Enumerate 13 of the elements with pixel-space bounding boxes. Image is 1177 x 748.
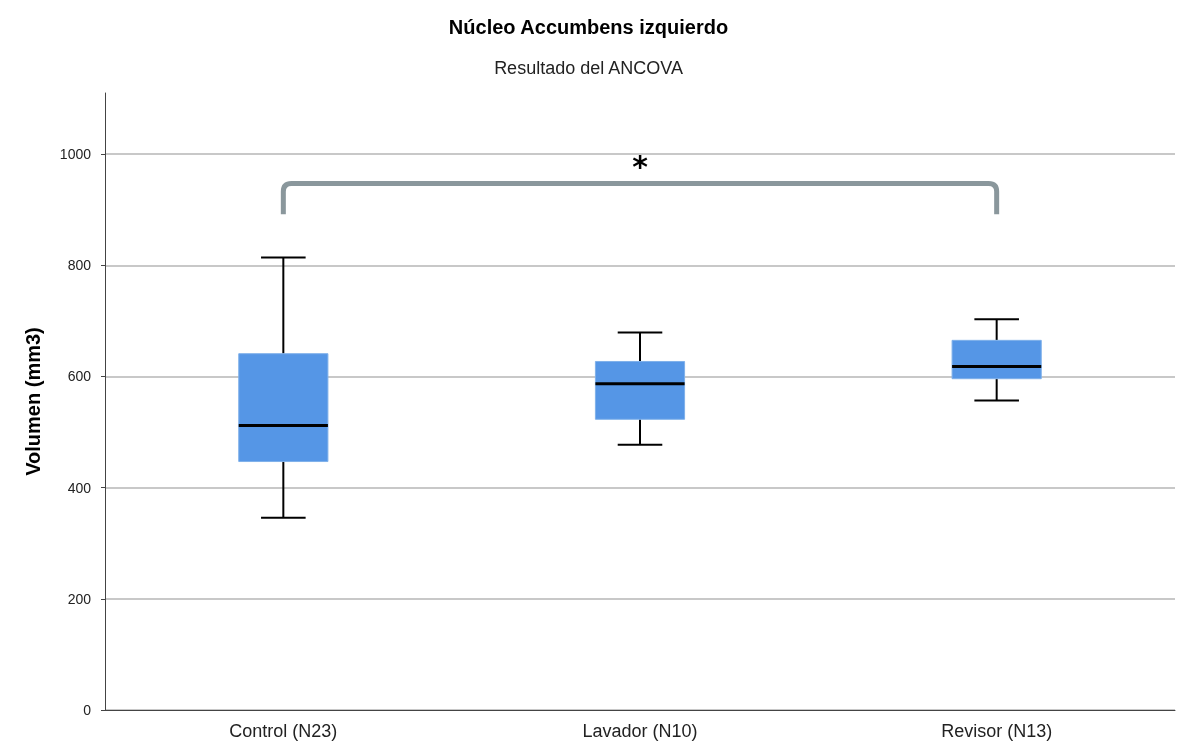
- x-tick-label: Control (N23): [229, 721, 338, 741]
- annotation: *: [632, 149, 649, 185]
- x-tick-label: Revisor (N13): [941, 721, 1053, 741]
- y-tick-label: 400: [67, 479, 92, 496]
- y-tick-label: 1000: [59, 146, 92, 163]
- y-axis-title: Volumen (mm3): [22, 327, 44, 476]
- y-tick-label: 200: [67, 590, 92, 607]
- chart-title: Núcleo Accumbens izquierdo: [448, 16, 729, 38]
- chart-subtitle: Resultado del ANCOVA: [494, 58, 683, 78]
- y-tick-label: 800: [67, 257, 92, 274]
- y-tick-label: 0: [83, 702, 92, 718]
- y-tick-label: 600: [67, 368, 92, 385]
- x-tick-label: Lavador (N10): [582, 721, 698, 741]
